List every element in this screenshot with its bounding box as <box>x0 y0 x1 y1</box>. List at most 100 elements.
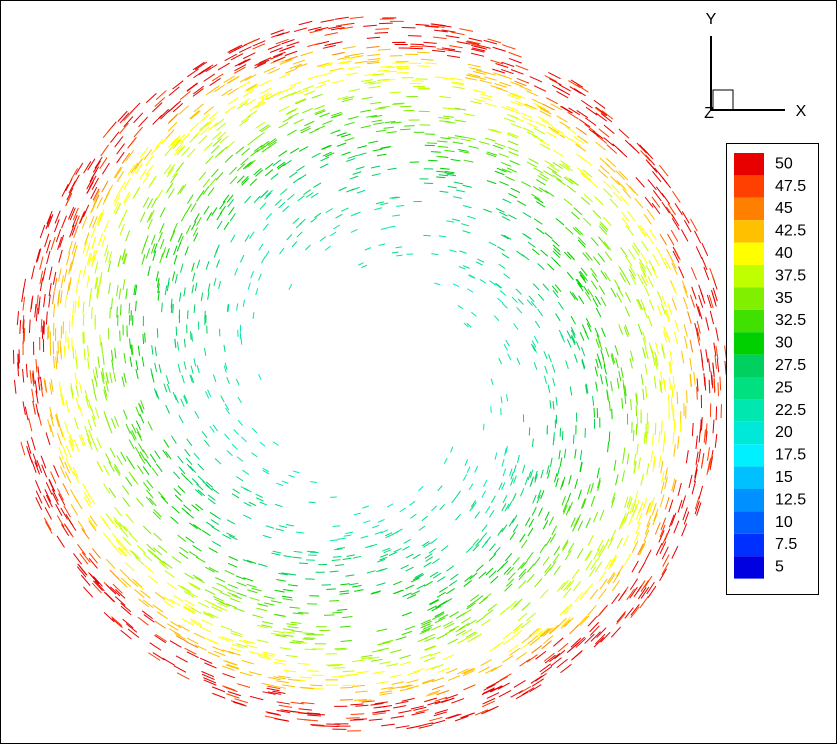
vector <box>173 665 187 673</box>
vector <box>454 119 466 123</box>
vector <box>92 369 96 381</box>
vector <box>117 255 122 267</box>
vector <box>194 282 198 292</box>
vector <box>481 707 495 715</box>
vector <box>79 553 89 565</box>
vector <box>603 124 615 134</box>
vector <box>577 135 589 144</box>
vector <box>111 533 121 544</box>
vector <box>610 496 616 508</box>
vector <box>588 128 600 138</box>
vector <box>216 211 223 221</box>
vector <box>585 251 593 261</box>
vector <box>490 575 499 584</box>
vector <box>540 589 549 599</box>
vector <box>405 553 414 559</box>
vector <box>247 84 260 92</box>
vector <box>690 218 698 232</box>
vector <box>582 252 590 261</box>
vector <box>267 139 278 147</box>
vector <box>645 386 648 398</box>
vector <box>225 587 236 593</box>
vector <box>361 264 368 269</box>
vector <box>189 133 199 143</box>
vector <box>657 304 663 317</box>
vector <box>596 353 601 364</box>
vector <box>570 329 576 339</box>
vector <box>48 266 53 280</box>
vector <box>483 683 496 691</box>
vector <box>532 494 537 504</box>
vector <box>276 578 287 582</box>
vector <box>402 592 412 598</box>
vector <box>486 180 497 185</box>
vector <box>529 684 542 693</box>
vector <box>191 221 197 231</box>
vector <box>148 177 156 188</box>
vector <box>616 611 626 623</box>
vector <box>485 666 497 674</box>
vector <box>424 25 439 28</box>
vector <box>300 125 311 132</box>
vector <box>89 573 100 585</box>
vector <box>307 26 322 31</box>
vector <box>144 332 146 343</box>
vector <box>648 342 653 354</box>
vector <box>479 141 490 145</box>
vector <box>664 467 668 480</box>
vector <box>361 700 375 703</box>
vector <box>225 664 239 670</box>
vector <box>225 660 238 666</box>
vector <box>659 494 665 507</box>
vector <box>239 98 251 106</box>
vector <box>374 31 389 34</box>
vector <box>350 713 365 715</box>
vector <box>596 627 607 639</box>
vector <box>451 218 461 222</box>
vector <box>85 242 91 255</box>
vector <box>507 146 519 152</box>
vector <box>610 529 617 541</box>
vector <box>218 146 228 155</box>
vector <box>250 271 254 279</box>
vector <box>461 667 474 675</box>
vector <box>519 85 532 92</box>
vector <box>714 355 718 369</box>
vector <box>642 498 648 511</box>
vector <box>170 173 178 183</box>
vector <box>611 492 616 504</box>
vector <box>534 197 544 204</box>
vector <box>180 398 185 407</box>
vector <box>77 543 86 556</box>
vector <box>125 149 135 161</box>
vector <box>493 546 501 555</box>
vector <box>643 529 650 542</box>
vector <box>241 177 249 186</box>
vector <box>199 626 212 633</box>
vector <box>304 637 316 639</box>
vector <box>278 122 289 129</box>
z-label: Z <box>704 105 714 122</box>
legend-swatch <box>734 175 764 198</box>
vector <box>177 455 184 464</box>
vector <box>236 378 240 386</box>
vector <box>149 642 162 651</box>
vector <box>247 159 256 168</box>
vector <box>32 453 39 467</box>
vector <box>650 497 655 510</box>
vector <box>259 79 272 87</box>
vector <box>620 211 630 222</box>
vector <box>274 589 285 593</box>
vector <box>366 570 376 574</box>
vector <box>163 383 168 393</box>
vector <box>533 362 538 370</box>
legend-swatch <box>734 153 764 176</box>
vector <box>615 170 625 181</box>
vector <box>436 633 448 640</box>
vector <box>377 69 390 72</box>
vector <box>581 172 592 181</box>
vector <box>467 40 481 45</box>
vector <box>172 391 177 401</box>
vector <box>501 482 506 491</box>
vector <box>593 407 596 418</box>
